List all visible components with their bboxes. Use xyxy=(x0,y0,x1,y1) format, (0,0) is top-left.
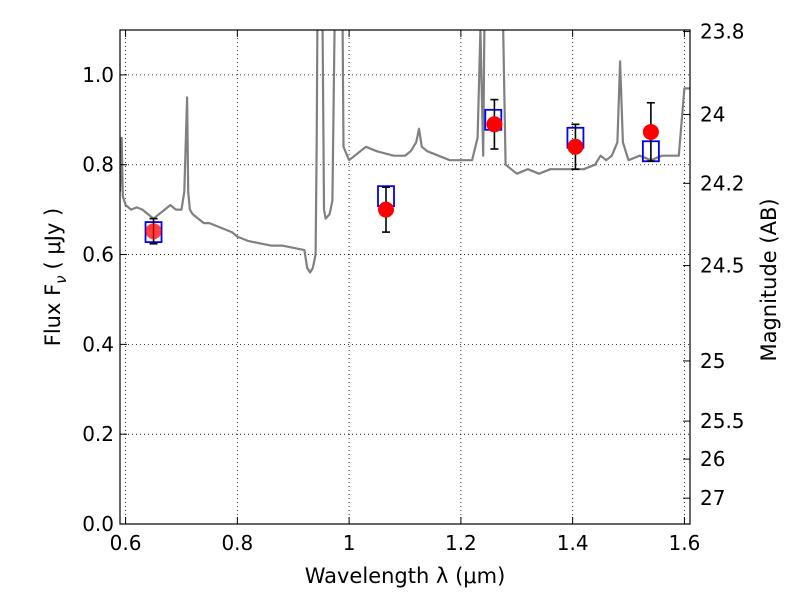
y-tick-label: 0.2 xyxy=(82,422,114,446)
right-tick-label: 24.5 xyxy=(700,254,745,278)
right-tick-label: 24 xyxy=(700,102,725,126)
y-axis-label-left: Flux Fν ( μJy ) xyxy=(41,208,70,347)
observed-point xyxy=(145,223,162,240)
x-axis-label: Wavelength λ (μm) xyxy=(305,564,506,588)
observed-point xyxy=(642,123,659,140)
y-tick-label: 0.6 xyxy=(82,243,114,267)
x-tick-label: 1.6 xyxy=(669,531,701,555)
svg-text:Flux Fν( μJy ): Flux Fν ( μJy ) xyxy=(41,208,70,347)
x-tick-label: 0.6 xyxy=(110,531,142,555)
observed-point xyxy=(567,138,584,155)
x-tick-label: 1.4 xyxy=(557,531,589,555)
right-axis-ticks: 23.8 24 24.2 24.5 25 25.5 26 27 xyxy=(683,20,745,510)
y-axis-ticks: 0.0 0.2 0.4 0.6 0.8 1.0 xyxy=(82,63,127,536)
model-spectrum xyxy=(120,30,690,274)
right-tick-label: 26 xyxy=(700,447,725,471)
x-tick-label: 1.2 xyxy=(445,531,477,555)
y-axis-label-subscript: ν xyxy=(52,275,70,283)
y-tick-label: 1.0 xyxy=(82,63,114,87)
x-tick-label: 0.8 xyxy=(221,531,253,555)
y-tick-label: 0.4 xyxy=(82,332,114,356)
plot-frame xyxy=(119,29,691,525)
observed-point xyxy=(486,116,503,133)
right-tick-label: 25 xyxy=(700,349,725,373)
y-axis-label-right: Magnitude (AB) xyxy=(757,198,781,361)
x-tick-label: 1 xyxy=(343,531,356,555)
right-tick-label: 24.2 xyxy=(700,171,745,195)
y-axis-label-unit: ( μJy ) xyxy=(41,208,65,270)
y-tick-label: 0.8 xyxy=(82,153,114,177)
grid-lines xyxy=(120,30,690,524)
spectrum-line xyxy=(120,30,690,274)
right-tick-label: 23.8 xyxy=(700,20,745,44)
x-axis-ticks: 0.6 0.8 1 1.2 1.4 1.6 xyxy=(110,30,701,555)
right-tick-label: 25.5 xyxy=(700,409,745,433)
y-axis-label-flux: Flux F xyxy=(41,284,65,346)
observed-photometry-points xyxy=(145,98,659,245)
right-tick-label: 27 xyxy=(700,486,725,510)
y-tick-label: 0.0 xyxy=(82,512,114,536)
observed-point xyxy=(378,201,394,218)
